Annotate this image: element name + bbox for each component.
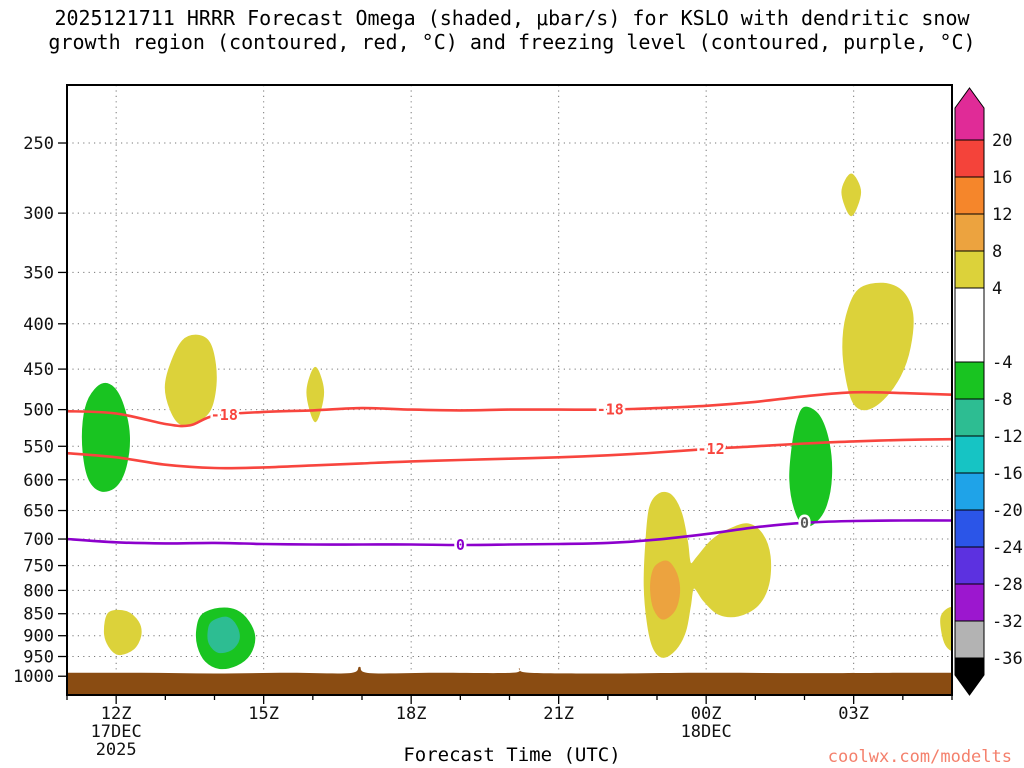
colorbar-label: -4 — [992, 353, 1012, 373]
colorbar-label: 8 — [992, 242, 1002, 262]
x-date-label: 2025 — [96, 740, 137, 760]
terrain-fill — [67, 666, 952, 695]
axis-ticks — [58, 142, 953, 704]
x-date-label: 17DEC — [91, 722, 142, 742]
y-tick-label: 250 — [23, 134, 54, 154]
yellow-large-right — [842, 282, 914, 411]
y-tick-label: 600 — [23, 471, 54, 491]
y-tick-label: 950 — [23, 648, 54, 668]
y-tick-label: 900 — [23, 627, 54, 647]
y-tick-label: 650 — [23, 502, 54, 522]
y-tick-label: 400 — [23, 315, 54, 335]
y-tick-label: 500 — [23, 401, 54, 421]
colorbar-label: -20 — [992, 501, 1023, 521]
yellow-small-upper-right — [841, 173, 862, 217]
x-tick-label: 21Z — [543, 704, 574, 724]
colorbar-label: -8 — [992, 390, 1012, 410]
y-tick-label: 300 — [23, 204, 54, 224]
x-tick-label: 18Z — [396, 704, 427, 724]
colorbar-label: -36 — [992, 649, 1023, 669]
colorbar-label: -12 — [992, 427, 1023, 447]
watermark-text: coolwx.com/modelts — [827, 747, 1012, 767]
orange-core-lowlevel — [650, 560, 681, 620]
dendritic-growth-minus18 — [67, 390, 952, 428]
contour-label: -18 — [597, 401, 624, 419]
chart-title-line1: 2025121711 HRRR Forecast Omega (shaded, … — [54, 6, 970, 30]
contour-label: 0 — [800, 514, 809, 532]
colorbar-label: 20 — [992, 131, 1012, 151]
yellow-diamond-16z — [306, 366, 325, 423]
y-tick-label: 800 — [23, 581, 54, 601]
colorbar-label: 12 — [992, 205, 1012, 225]
chart-title: 2025121711 HRRR Forecast Omega (shaded, … — [0, 6, 1024, 54]
shaded-omega-regions — [81, 173, 952, 670]
y-tick-label: 700 — [23, 530, 54, 550]
x-tick-label: 03Z — [838, 704, 869, 724]
green-right-midlevel — [789, 406, 833, 527]
x-axis-title: Forecast Time (UTC) — [403, 744, 621, 766]
contour-label: -18 — [211, 406, 238, 424]
contour-label: -12 — [698, 440, 725, 458]
x-tick-label: 15Z — [248, 704, 279, 724]
y-tick-label: 1000 — [13, 667, 54, 687]
yellow-midlevel-13z — [164, 334, 217, 426]
colorbar-label: -24 — [992, 538, 1023, 558]
y-tick-label: 750 — [23, 557, 54, 577]
x-date-label: 18DEC — [681, 722, 732, 742]
contour-label: 0 — [456, 536, 465, 554]
freezing-level-0 — [67, 519, 952, 547]
x-tick-label: 00Z — [691, 704, 722, 724]
chart-title-line2: growth region (contoured, red, °C) and f… — [48, 30, 976, 54]
colorbar-label: -32 — [992, 612, 1023, 632]
plot-area: -18 -18 -12 0 0 — [67, 85, 952, 695]
y-tick-label: 850 — [23, 605, 54, 625]
yellow-small-lower-left — [103, 609, 142, 656]
colorbar-label: 16 — [992, 168, 1012, 188]
yellow-sliver-right-edge — [940, 606, 952, 651]
colorbar-label: -28 — [992, 575, 1023, 595]
teal-core-14z — [207, 616, 240, 654]
colorbar-label: 4 — [992, 279, 1002, 299]
y-tick-label: 350 — [23, 263, 54, 283]
colorbar-label: -16 — [992, 464, 1023, 484]
dendritic-growth-minus12 — [67, 437, 952, 470]
yellow-lowlevel-broad — [643, 491, 772, 658]
colorbar: 20 16 12 8 4 -4 -8 -12 -16 -20 -24 -28 -32 -36 — [954, 87, 1023, 696]
y-tick-label: 450 — [23, 360, 54, 380]
y-tick-label: 550 — [23, 437, 54, 457]
green-left-midlevel — [81, 382, 130, 492]
x-tick-label: 12Z — [101, 704, 132, 724]
